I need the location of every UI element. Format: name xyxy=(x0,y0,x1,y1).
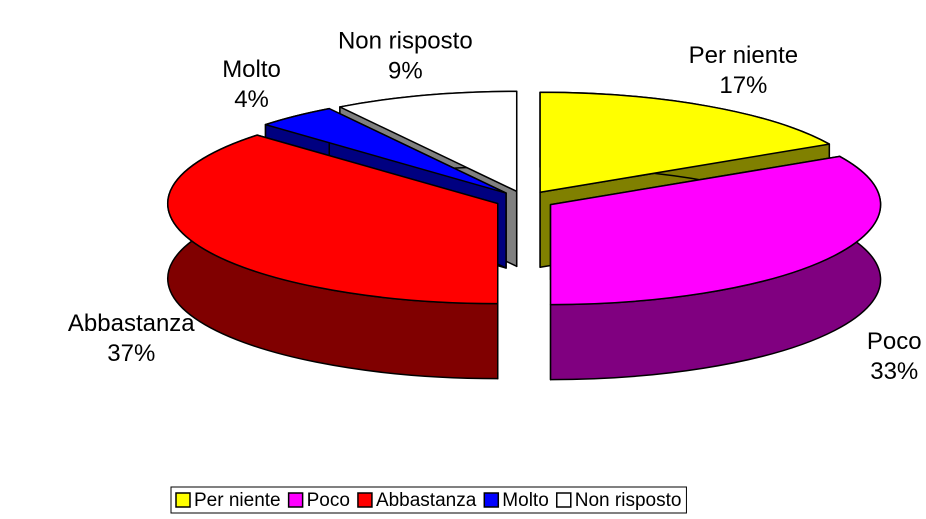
slice-value-label: 9% xyxy=(388,57,423,84)
legend-box xyxy=(170,486,687,514)
legend-label: Abbastanza xyxy=(376,490,477,511)
legend-swatch xyxy=(175,492,191,508)
slice-top xyxy=(167,134,499,305)
legend-label: Non risposto xyxy=(575,490,682,511)
slice xyxy=(167,134,499,380)
slice-label: Per niente xyxy=(689,42,798,69)
slice xyxy=(549,155,882,381)
slice-label: Poco xyxy=(867,328,922,355)
slice-label: Non risposto xyxy=(338,27,473,54)
legend-label: Poco xyxy=(307,490,350,511)
slice-top xyxy=(339,90,518,193)
slice-value-label: 4% xyxy=(234,86,269,113)
slice-top xyxy=(264,107,507,194)
slice-value-label: 17% xyxy=(719,72,767,99)
legend-label: Per niente xyxy=(194,490,281,511)
slice-top xyxy=(539,91,831,194)
legend-swatch xyxy=(483,492,500,508)
slice-value-label: 37% xyxy=(107,340,155,367)
legend-swatch xyxy=(556,492,572,508)
slice-label: Abbastanza xyxy=(68,310,195,337)
slice-value-label: 33% xyxy=(870,358,918,385)
slice-label: Molto xyxy=(222,56,281,83)
legend: Per niente Poco Abbastanza Molto Non rispost… xyxy=(170,486,687,514)
legend-swatch xyxy=(357,492,373,508)
legend-label: Molto xyxy=(502,490,548,511)
legend-swatch xyxy=(287,492,304,508)
slice-top xyxy=(549,155,882,306)
